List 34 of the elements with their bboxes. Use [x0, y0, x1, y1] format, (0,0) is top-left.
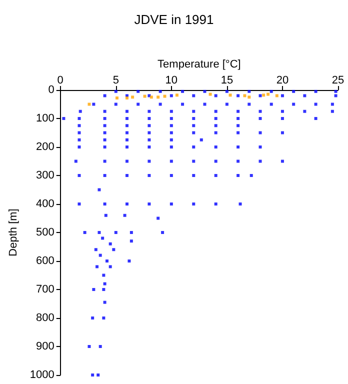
x-tick-label: 5 [112, 74, 119, 86]
point [262, 94, 266, 97]
y-tick-label: 600 [36, 255, 54, 267]
y-tick-label: 200 [36, 141, 54, 153]
y-tick-label: 500 [36, 226, 54, 238]
y-tick-label: 800 [36, 312, 54, 324]
point [163, 94, 166, 98]
y-axis-title: Depth [m] [8, 208, 20, 256]
point [228, 94, 232, 97]
point [143, 94, 146, 98]
point [175, 94, 178, 97]
x-tick-label: 10 [165, 74, 178, 86]
y-tick-label: 1000 [30, 369, 54, 381]
point [266, 92, 270, 96]
x-axis-title: Temperature [°C] [158, 58, 241, 70]
chart-title: JDVE in 1991 [134, 12, 214, 27]
point [156, 96, 160, 99]
point [248, 96, 251, 99]
x-tick-label: 25 [332, 74, 344, 86]
point [116, 96, 119, 100]
y-tick-label: 300 [36, 170, 54, 182]
point [88, 102, 91, 106]
point [243, 94, 246, 98]
y-tick-label: 700 [36, 284, 54, 296]
point [275, 94, 278, 98]
y-tick-label: 0 [48, 84, 54, 96]
point [131, 96, 134, 99]
x-tick-label: 0 [57, 74, 64, 86]
y-tick-label: 400 [36, 198, 54, 210]
x-tick-label: 20 [276, 74, 289, 86]
y-tick-label: 900 [36, 340, 54, 352]
y-tick-label: 100 [36, 112, 54, 124]
point [208, 92, 212, 96]
x-tick-label: 15 [220, 74, 234, 86]
